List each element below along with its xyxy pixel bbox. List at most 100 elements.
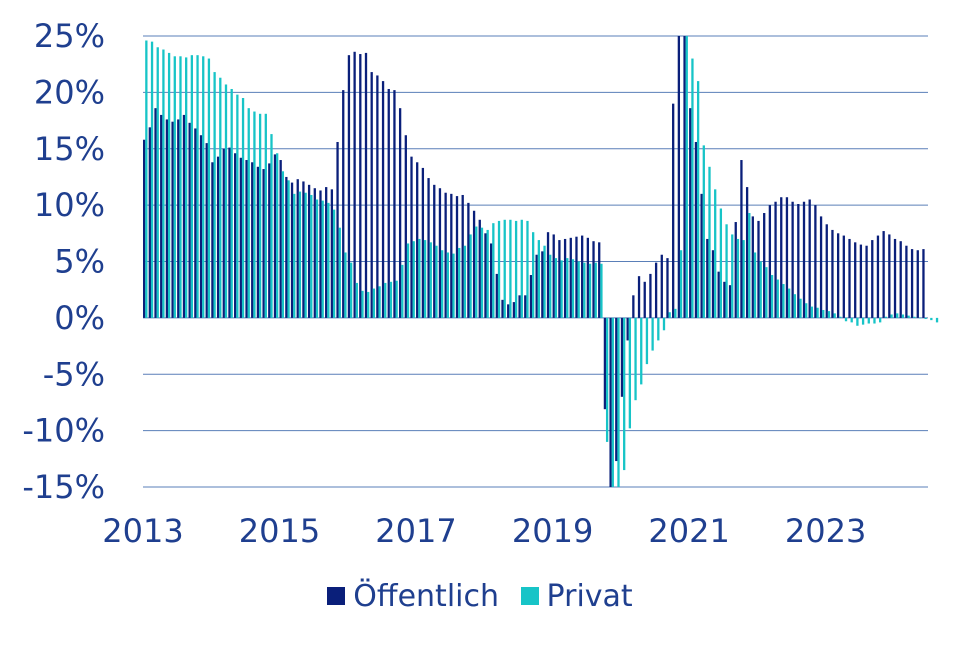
bar-privat (736, 238, 740, 318)
bar-oeffentlich (507, 304, 510, 318)
bar-oeffentlich (842, 235, 845, 318)
bar-privat (793, 294, 796, 318)
bar-privat (418, 238, 421, 318)
bar-oeffentlich (256, 166, 260, 318)
bar-privat (657, 317, 660, 341)
bar-oeffentlich (307, 184, 311, 318)
bar-privat (327, 202, 330, 318)
bar-privat (156, 47, 159, 318)
bar-privat (731, 234, 734, 318)
bar-oeffentlich (882, 231, 885, 318)
bar-privat (219, 77, 222, 318)
bar-privat (549, 254, 552, 318)
bar-oeffentlich (831, 229, 834, 318)
bar-privat (805, 303, 808, 318)
bar-privat (890, 314, 893, 318)
bar-oeffentlich (154, 108, 157, 318)
bar-privat (935, 317, 939, 323)
bar-oeffentlich (768, 205, 772, 318)
bar-oeffentlich (319, 190, 322, 318)
legend-swatch-oeffentlich (327, 587, 346, 605)
bar-privat (520, 219, 523, 318)
bar-oeffentlich (251, 162, 254, 318)
bar-oeffentlich (797, 204, 800, 318)
x-axis-tick-labels: 2013 2015 2017 2019 2021 2023 (102, 512, 866, 550)
bar-privat (867, 317, 870, 324)
bar-oeffentlich (717, 271, 720, 318)
bar-privat (503, 219, 506, 318)
bar-privat (833, 313, 836, 318)
bar-privat (685, 36, 688, 318)
bar-oeffentlich (387, 88, 390, 318)
bar-oeffentlich (194, 128, 197, 318)
bar-privat (640, 317, 643, 385)
bar-oeffentlich (285, 176, 288, 318)
bar-privat (349, 262, 353, 318)
bar-privat (230, 88, 233, 318)
bar-privat (196, 55, 199, 318)
bar-oeffentlich (393, 90, 396, 318)
bar-privat (532, 232, 535, 318)
bar-oeffentlich (234, 153, 237, 318)
bar-privat (577, 261, 580, 318)
bar-oeffentlich (808, 199, 811, 318)
bar-oeffentlich (199, 135, 203, 318)
x-tick-label: 2017 (375, 512, 456, 550)
bar-privat (668, 312, 671, 318)
bar-privat (913, 316, 916, 318)
bar-oeffentlich (489, 243, 493, 318)
bar-privat (765, 267, 768, 318)
bar-oeffentlich (581, 235, 584, 318)
bar-oeffentlich (478, 219, 481, 318)
bar-oeffentlich (216, 156, 220, 318)
bar-privat (321, 200, 324, 318)
bar-oeffentlich (273, 154, 277, 318)
bar-oeffentlich (785, 197, 789, 318)
bar-privat (861, 317, 865, 325)
bar-oeffentlich (763, 213, 766, 318)
bar-privat (384, 282, 387, 318)
bar-oeffentlich (552, 234, 555, 318)
bar-oeffentlich (438, 188, 442, 318)
bar-oeffentlich (893, 238, 897, 318)
bar-oeffentlich (501, 299, 504, 318)
bar-privat (918, 317, 922, 319)
bar-oeffentlich (734, 222, 737, 318)
bar-privat (389, 281, 393, 318)
bar-oeffentlich (757, 220, 760, 318)
bar-privat (645, 317, 649, 365)
bar-oeffentlich (677, 36, 681, 318)
bar-privat (452, 253, 455, 318)
bar-privat (270, 134, 273, 318)
bar-privat (401, 264, 404, 318)
bar-oeffentlich (569, 237, 572, 318)
bar-oeffentlich (558, 240, 561, 318)
bar-privat (907, 315, 910, 318)
bar-oeffentlich (620, 317, 624, 397)
bar-oeffentlich (586, 237, 589, 318)
bar-oeffentlich (694, 141, 698, 318)
bar-oeffentlich (455, 196, 459, 318)
bar-privat (458, 247, 461, 318)
bar-oeffentlich (450, 193, 453, 318)
bar-oeffentlich (296, 179, 299, 318)
bar-oeffentlich (802, 201, 806, 318)
y-tick-label: -15% (22, 468, 105, 506)
bar-privat (896, 313, 899, 318)
bar-oeffentlich (353, 51, 356, 318)
bar-oeffentlich (535, 254, 538, 318)
bar-privat (901, 314, 905, 318)
y-axis-tick-labels: 25% 20% 15% 10% 5% 0% -5% -10% -15% (22, 17, 105, 506)
bar-privat (253, 111, 256, 318)
bar-privat (714, 189, 717, 318)
bar-privat (207, 58, 211, 318)
legend: Öffentlich Privat (0, 578, 960, 614)
bar-oeffentlich (541, 251, 544, 318)
bar-privat (441, 250, 444, 318)
bar-privat (850, 317, 853, 323)
bar-privat (588, 263, 592, 318)
bar-oeffentlich (637, 276, 641, 318)
bar-oeffentlich (290, 182, 294, 318)
bar-oeffentlich (689, 108, 692, 318)
